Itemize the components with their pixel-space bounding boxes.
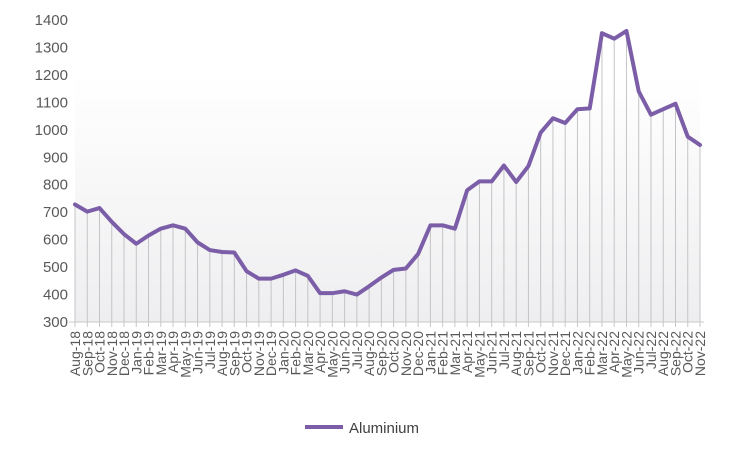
x-tick-label: Oct-19 (239, 331, 255, 373)
x-tick-label: May-19 (177, 331, 193, 378)
x-tick-label: Jan-21 (422, 331, 438, 374)
x-tick-label: Aug-18 (67, 331, 83, 376)
x-tick-label: Sep-21 (520, 331, 536, 376)
y-tick-label: 500 (43, 259, 68, 276)
y-tick-label: 800 (43, 177, 68, 194)
series-line-aluminium (73, 28, 702, 297)
x-tick-label: Apr-20 (312, 331, 328, 373)
y-tick-label: 300 (43, 314, 68, 331)
x-tick-label: Jul-22 (643, 331, 659, 369)
legend: Aluminium (305, 420, 419, 437)
y-tick-label: 400 (43, 287, 68, 304)
x-tick-label: Jul-20 (349, 331, 365, 369)
legend-label-aluminium: Aluminium (349, 420, 419, 437)
x-tick-label: Feb-22 (582, 331, 598, 376)
y-tick-label: 600 (43, 232, 68, 249)
x-tick-label: Apr-21 (459, 331, 475, 373)
y-tick-label: 1200 (35, 67, 68, 84)
y-tick-label: 1100 (36, 94, 68, 111)
x-tick-label: Jul-21 (496, 331, 512, 369)
y-tick-label: 1000 (35, 122, 68, 139)
x-tick-label: Dec-18 (116, 331, 132, 376)
x-tick-label: Dec-21 (557, 331, 573, 376)
x-tick-label: Mar-21 (447, 331, 463, 376)
x-tick-label: Oct-18 (92, 331, 108, 373)
x-tick-label: Dec-20 (410, 331, 426, 376)
x-tick-label: May-21 (471, 331, 487, 378)
x-tick-label: Feb-20 (288, 331, 304, 376)
x-tick-label: Sep-22 (667, 331, 683, 376)
x-tick-label: Dec-19 (263, 331, 279, 376)
x-tick-label: Jul-19 (202, 331, 218, 369)
x-tick-label: Aug-20 (361, 331, 377, 376)
y-tick-label: 1400 (35, 12, 68, 29)
x-tick-label: Mar-19 (153, 331, 169, 376)
x-axis: Aug-18Sep-18Oct-18Nov-18Dec-18Jan-19Feb-… (67, 321, 708, 378)
x-tick-label: Aug-21 (508, 331, 524, 376)
x-tick-label: Oct-22 (680, 331, 696, 373)
x-tick-label: Mar-22 (594, 331, 610, 376)
x-tick-label: Sep-19 (226, 331, 242, 376)
x-tick-label: Nov-22 (692, 331, 708, 376)
x-tick-label: Feb-19 (141, 331, 157, 376)
x-tick-label: May-22 (618, 331, 634, 378)
plot-area (75, 74, 700, 322)
x-tick-label: Nov-19 (251, 331, 267, 376)
x-tick-label: Jun-22 (631, 331, 647, 374)
x-tick-label: Jan-20 (275, 331, 291, 374)
x-tick-label: Aug-22 (655, 331, 671, 376)
x-tick-label: May-20 (324, 331, 340, 378)
x-tick-label: Feb-21 (435, 331, 451, 376)
x-tick-label: Nov-20 (398, 331, 414, 376)
y-tick-label: 900 (43, 149, 68, 166)
x-tick-label: Oct-20 (386, 331, 402, 373)
x-tick-label: Oct-21 (533, 331, 549, 373)
x-tick-label: Aug-19 (214, 331, 230, 376)
x-tick-label: Jun-19 (190, 331, 206, 374)
x-tick-label: Jan-19 (128, 331, 144, 374)
y-tick-label: 700 (43, 204, 68, 221)
drop-lines (74, 30, 701, 322)
x-tick-label: Sep-18 (79, 331, 95, 376)
y-axis: 300 400 500 600 700 800 900 1000 1100 1200 1300 140… (35, 12, 68, 331)
x-tick-label: Jan-22 (569, 331, 585, 374)
x-tick-label: Apr-19 (165, 331, 181, 373)
y-tick-label: 1300 (35, 39, 68, 56)
x-tick-label: Nov-18 (104, 331, 120, 376)
x-tick-label: Apr-22 (606, 331, 622, 373)
x-tick-label: Mar-20 (300, 331, 316, 376)
x-tick-label: Sep-20 (373, 331, 389, 376)
x-tick-label: Nov-21 (545, 331, 561, 376)
x-tick-label: Jun-21 (484, 331, 500, 374)
x-tick-label: Jun-20 (337, 331, 353, 374)
